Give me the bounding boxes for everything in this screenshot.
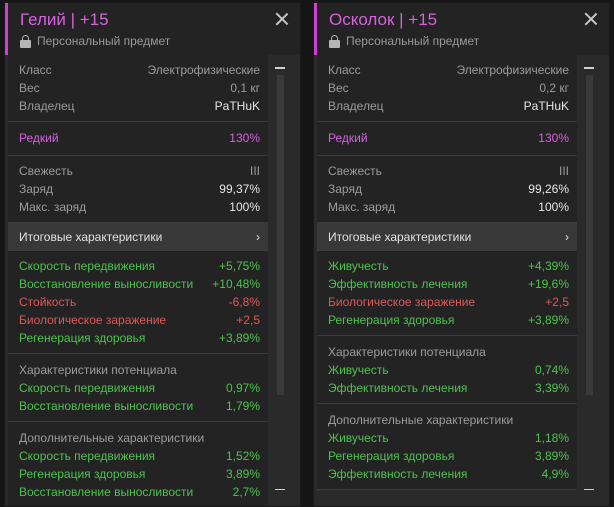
stat-row: Биологическое заражение +2,5 bbox=[19, 313, 260, 327]
totals-section: Живучесть +4,39% Эффективность лечения +19… bbox=[317, 251, 577, 336]
summary-toggle[interactable]: Итоговые характеристики › bbox=[8, 223, 268, 251]
scroll-cap-top bbox=[584, 67, 594, 69]
info-row: Владелец PaTHuK bbox=[328, 99, 569, 113]
info-row: Класс Электрофизические bbox=[19, 63, 260, 77]
stat-row: Эффективность лечения 4,9% bbox=[328, 467, 569, 481]
item-title: Гелий | +15 bbox=[20, 10, 109, 29]
item-subtitle: Персональный предмет bbox=[346, 34, 480, 48]
stat-row: Регенерация здоровья +3,89% bbox=[19, 331, 260, 345]
item-title: Осколок | +15 bbox=[329, 10, 438, 29]
stat-row: Восстановление выносливости 1,79% bbox=[19, 399, 260, 413]
scrollbar[interactable] bbox=[582, 63, 594, 502]
lock-icon bbox=[20, 34, 31, 48]
section-title: Дополнительные характеристики bbox=[19, 431, 205, 445]
personal-item-label: Персональный предмет bbox=[329, 34, 479, 48]
state-section: Свежесть III Заряд 99,26% Макс. заряд 100% bbox=[317, 156, 577, 223]
state-row: Свежесть III bbox=[328, 164, 569, 178]
stat-row: Восстановление выносливости +10,48% bbox=[19, 277, 260, 291]
tooltip-header: Гелий | +15 Персональный предмет bbox=[5, 3, 300, 55]
close-icon[interactable] bbox=[275, 12, 289, 26]
totals-section: Скорость передвижения +5,75% Восстановлен… bbox=[8, 251, 268, 354]
scrollbar-thumb[interactable] bbox=[277, 75, 284, 395]
section-title: Дополнительные характеристики bbox=[328, 413, 514, 427]
tooltip-content: Класс Электрофизические Вес 0,1 кг Владеле… bbox=[8, 55, 268, 506]
state-row: Макс. заряд 100% bbox=[328, 200, 569, 214]
stat-row: Скорость передвижения 1,52% bbox=[19, 449, 260, 463]
scrollbar-thumb[interactable] bbox=[586, 75, 593, 395]
info-section: Класс Электрофизические Вес 0,1 кг Владеле… bbox=[8, 55, 268, 122]
item-tooltip-shard: Осколок | +15 Персональный предмет Класс… bbox=[313, 2, 610, 507]
tooltip-content: Класс Электрофизические Вес 0,2 кг Владеле… bbox=[317, 55, 577, 506]
potential-section: Характеристики потенциала Скорость перед… bbox=[8, 354, 268, 422]
personal-item-label: Персональный предмет bbox=[20, 34, 170, 48]
section-title: Характеристики потенциала bbox=[19, 363, 177, 377]
tooltip-header: Осколок | +15 Персональный предмет bbox=[314, 3, 609, 55]
state-section: Свежесть III Заряд 99,37% Макс. заряд 100% bbox=[8, 156, 268, 223]
rarity-section: Редкий 130% bbox=[317, 122, 577, 156]
stat-row: Регенерация здоровья 3,89% bbox=[19, 467, 260, 481]
scrollbar[interactable] bbox=[273, 63, 285, 502]
info-row: Вес 0,2 кг bbox=[328, 81, 569, 95]
rarity-row: Редкий 130% bbox=[328, 131, 569, 145]
info-section: Класс Электрофизические Вес 0,2 кг Владеле… bbox=[317, 55, 577, 122]
stat-row: Эффективность лечения 3,39% bbox=[328, 381, 569, 395]
item-subtitle: Персональный предмет bbox=[37, 34, 171, 48]
info-row: Владелец PaTHuK bbox=[19, 99, 260, 113]
item-tooltip-helium: Гелий | +15 Персональный предмет Класс Эл… bbox=[4, 2, 301, 507]
potential-section: Характеристики потенциала Живучесть 0,74%… bbox=[317, 336, 577, 404]
extra-section: Дополнительные характеристики Живучесть 1… bbox=[317, 404, 577, 490]
stat-row: Живучесть 1,18% bbox=[328, 431, 569, 445]
stat-row: Регенерация здоровья 3,89% bbox=[328, 449, 569, 463]
close-icon[interactable] bbox=[584, 12, 598, 26]
stat-row: Регенерация здоровья +3,89% bbox=[328, 313, 569, 327]
chevron-right-icon: › bbox=[565, 229, 569, 244]
scroll-cap-bottom bbox=[584, 488, 594, 490]
stat-row: Скорость передвижения 0,97% bbox=[19, 381, 260, 395]
stat-row: Скорость передвижения +5,75% bbox=[19, 259, 260, 273]
state-row: Макс. заряд 100% bbox=[19, 200, 260, 214]
summary-label: Итоговые характеристики bbox=[19, 229, 163, 244]
chevron-right-icon: › bbox=[256, 229, 260, 244]
state-row: Заряд 99,26% bbox=[328, 182, 569, 196]
info-row: Вес 0,1 кг bbox=[19, 81, 260, 95]
lock-icon bbox=[329, 34, 340, 48]
extra-section: Дополнительные характеристики Скорость п… bbox=[8, 422, 268, 506]
stat-row: Стойкость -6,8% bbox=[19, 295, 260, 309]
scroll-cap-bottom bbox=[275, 488, 285, 490]
scroll-cap-top bbox=[275, 67, 285, 69]
stat-row: Восстановление выносливости 2,7% bbox=[19, 485, 260, 499]
summary-toggle[interactable]: Итоговые характеристики › bbox=[317, 223, 577, 251]
state-row: Заряд 99,37% bbox=[19, 182, 260, 196]
state-row: Свежесть III bbox=[19, 164, 260, 178]
section-title: Характеристики потенциала bbox=[328, 345, 486, 359]
stat-row: Биологическое заражение +2,5 bbox=[328, 295, 569, 309]
stat-row: Живучесть +4,39% bbox=[328, 259, 569, 273]
info-row: Класс Электрофизические bbox=[328, 63, 569, 77]
stat-row: Живучесть 0,74% bbox=[328, 363, 569, 377]
stat-row: Эффективность лечения +19,6% bbox=[328, 277, 569, 291]
rarity-section: Редкий 130% bbox=[8, 122, 268, 156]
rarity-row: Редкий 130% bbox=[19, 131, 260, 145]
summary-label: Итоговые характеристики bbox=[328, 229, 472, 244]
